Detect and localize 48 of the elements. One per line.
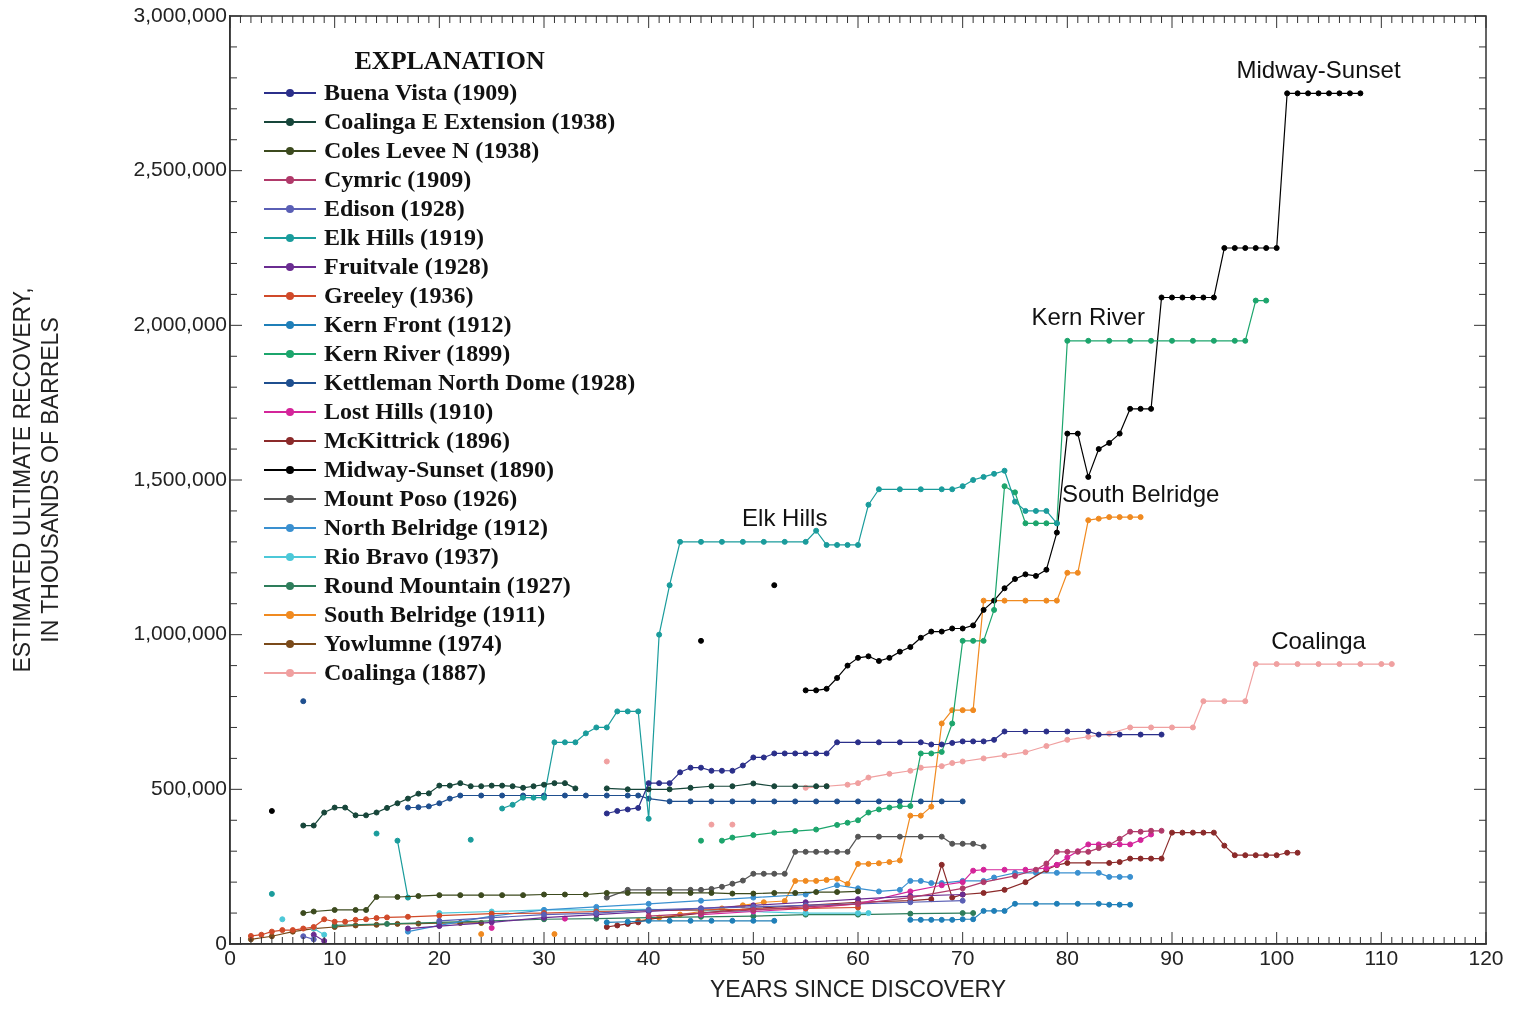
legend-label: Coalinga (1887) — [324, 659, 486, 686]
annotation: Midway-Sunset — [1236, 55, 1401, 83]
legend-label: Lost Hills (1910) — [324, 398, 494, 425]
legend-label: Cymric (1909) — [324, 166, 472, 193]
x-tick-label: 80 — [1055, 946, 1080, 970]
x-tick-label: 20 — [427, 946, 452, 970]
annotation: Coalinga — [1271, 626, 1367, 654]
legend-label: Rio Bravo (1937) — [324, 543, 499, 570]
y-tick-label: 2,500,000 — [133, 157, 227, 181]
legend-label: Buena Vista (1909) — [324, 79, 518, 106]
legend-label: Kettleman North Dome (1928) — [324, 369, 636, 396]
legend-label: Yowlumne (1974) — [324, 630, 502, 657]
legend-title: EXPLANATION — [353, 46, 546, 76]
legend-label: Fruitvale (1928) — [324, 253, 489, 280]
legend-label: Round Mountain (1927) — [324, 572, 571, 599]
legend-label: Greeley (1936) — [324, 282, 474, 309]
annotation: South Belridge — [1061, 479, 1220, 507]
legend-label: Coles Levee N (1938) — [324, 137, 540, 164]
x-tick-label: 90 — [1160, 946, 1184, 970]
y-tick-label: 0 — [215, 930, 227, 954]
x-tick-label: 100 — [1259, 946, 1295, 970]
legend-label: Mount Poso (1926) — [324, 485, 518, 512]
legend-label: Coalinga E Extension (1938) — [324, 108, 616, 135]
y-axis-title: ESTIMATED ULTIMATE RECOVERY, IN THOUSANDS OF BARRELS — [9, 287, 63, 673]
x-tick-label: 30 — [532, 946, 556, 970]
annotation: Elk Hills — [742, 504, 828, 532]
x-tick-label: 40 — [636, 946, 661, 970]
x-tick-label: 60 — [846, 946, 870, 970]
legend-label: Kern Front (1912) — [324, 311, 512, 338]
x-tick-label: 70 — [950, 946, 975, 970]
x-tick-label: 10 — [322, 946, 347, 970]
x-tick-label: 50 — [741, 946, 766, 970]
x-axis-title: YEARS SINCE DISCOVERY — [709, 975, 1007, 1002]
legend-label: Elk Hills (1919) — [324, 224, 485, 251]
annotation: Kern River — [1031, 303, 1145, 331]
y-tick-label: 1,000,000 — [133, 621, 227, 645]
y-tick-label: 500,000 — [151, 776, 227, 800]
x-tick-label: 110 — [1364, 946, 1399, 970]
legend-label: McKittrick (1896) — [324, 427, 510, 454]
legend-label: North Belridge (1912) — [324, 514, 548, 541]
legend-label: South Belridge (1911) — [324, 601, 546, 628]
y-tick-label: 1,500,000 — [133, 466, 227, 490]
y-tick-label: 2,000,000 — [133, 312, 227, 336]
x-tick-label: 120 — [1468, 946, 1504, 970]
legend-label: Kern River (1899) — [324, 340, 511, 367]
legend-label: Edison (1928) — [324, 195, 465, 222]
y-tick-label: 3,000,000 — [133, 2, 227, 26]
legend-label: Midway-Sunset (1890) — [324, 456, 555, 483]
